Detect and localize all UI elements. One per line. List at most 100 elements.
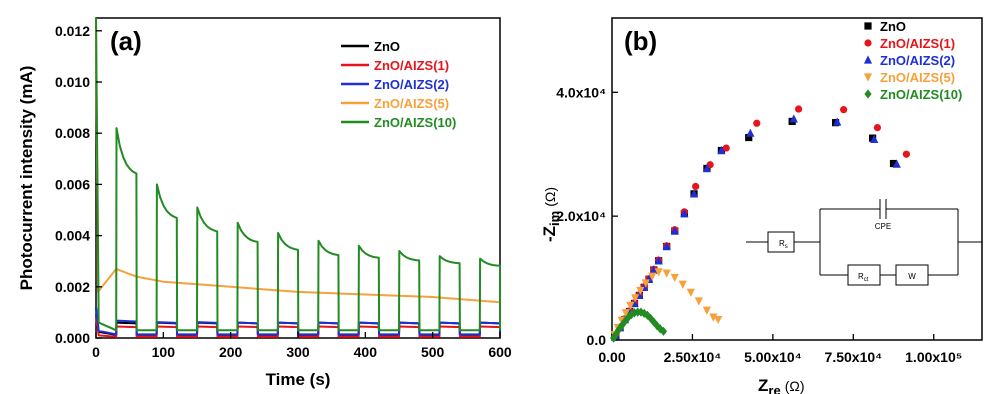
panel-b-data-point [840,106,848,114]
panel-b-x-tick-label: 2.50x10⁴ [664,349,722,365]
panel-a-legend-label: ZnO/AIZS(10) [374,115,456,130]
panel-a-label: (a) [110,26,142,56]
panel-b-x-tick-label: 5.00x10⁴ [744,349,802,365]
panel-b-data-point [659,326,668,336]
circuit-rs-label: Rs [779,239,788,250]
panel-b-data-point [626,301,635,310]
panel-b-legend-marker [864,89,872,99]
panel-b-legend-label: ZnO/AIZS(10) [880,87,962,102]
panel-a-y-tick-label: 0.012 [55,23,90,39]
panel-b-legend-marker [864,22,872,30]
panel-a-y-tick-label: 0.002 [55,279,90,295]
panel-a-legend-label: ZnO/AIZS(5) [374,96,449,111]
panel-a-ticks: 0 100 200 300 400 500 600 0.000 0.002 0.004 0.006 0… [55,23,512,360]
panel-b-data-point [745,133,753,142]
panel-a-x-tick-label: 300 [286,344,310,360]
panel-a-x-tick-label: 0 [92,344,100,360]
panel-b-data-point [612,329,620,340]
panel-b-data-point [892,159,901,168]
panel-a-y-tick-label: 0.004 [55,228,90,244]
panel-b-data-point [654,268,663,277]
panel-b-data-point [873,124,882,132]
panel-b-data-point [641,279,650,288]
panel-a-x-tick-label: 600 [488,344,512,360]
panel-a-legend-label: ZnO/AIZS(1) [374,58,449,73]
panel-b-legend-label: ZnO [880,19,906,34]
panel-b-y-tick-label: 0.0 [587,332,607,348]
panel-a-x-axis-label: Time (s) [266,370,331,389]
circuit-cpe-label: CPE [875,222,891,231]
panel-b-legend-marker [863,73,873,82]
panel-b-data-point [662,269,671,278]
panel-b-series-group [610,105,910,343]
panel-b-data-point [637,307,645,317]
panel-b-data-point [649,265,658,274]
panel-b-data-point [624,313,632,323]
panel-a-legend-label: ZnO [374,39,400,54]
panel-a-legend-label: ZnO/AIZS(2) [374,77,449,92]
panel-b-data-point [692,182,700,191]
panel-b-x-tick-label: 0.00 [598,349,625,365]
panel-b-data-point [902,150,910,158]
panel-b-data-point [714,315,723,325]
panel-b-data-point [648,272,657,281]
panel-b-data-point [630,308,639,318]
panel-b-nyquist: 0.00 2.50x10⁴ 5.00x10⁴ 7.50x10⁴ 1.00x10⁵ 0.0 2… [540,17,983,394]
panel-b-data-point [678,280,687,289]
panel-b-data-point [670,273,679,283]
panel-a-series-line [95,17,501,332]
panel-b-data-point [746,128,755,137]
panel-b-data-point [833,117,842,126]
panel-b-data-point [870,134,879,143]
panel-b-data-point [621,309,630,318]
panel-b-legend-marker [864,39,872,47]
panel-b-data-point [753,119,761,127]
panel-b-data-point [689,189,699,198]
panel-b-series [610,268,723,340]
panel-b-data-point [618,321,626,331]
panel-b-data-point [643,310,651,320]
panel-b-series [612,117,898,340]
panel-b-data-point [795,105,803,113]
panel-b-data-point [680,209,689,218]
panel-b-legend-label: ZnO/AIZS(2) [880,53,955,68]
panel-b-data-point [789,114,798,123]
panel-b-data-point [640,308,648,318]
panel-a-y-tick-label: 0.006 [55,176,90,192]
panel-a-series-group [95,17,501,338]
panel-b-legend-marker [863,55,873,64]
panel-b-data-point [694,297,703,306]
panel-a-x-tick-label: 200 [219,344,243,360]
panel-b-y-axis-label: -Zim(Ω) [540,187,562,242]
panel-b-data-point [654,256,663,265]
panel-b-data-point [627,310,635,320]
panel-b-data-point [656,324,664,334]
panel-b-series [610,307,668,343]
panel-b-data-point [670,226,679,235]
panel-a-x-tick-label: 500 [421,344,445,360]
panel-b-legend-label: ZnO/AIZS(5) [880,70,955,85]
panel-b-data-point [706,161,714,169]
circuit-rct-label: Rct [858,272,869,283]
panel-a-photocurrent: 0 100 200 300 400 500 600 0.000 0.002 0.004 0.006 0… [17,17,512,389]
panel-b-data-point [631,294,640,303]
panel-a-y-tick-label: 0.000 [55,330,90,346]
panel-b-data-point [702,163,712,173]
panel-b-data-point [702,306,712,315]
panel-b-data-point [650,317,658,327]
panel-b-x-axis-label: Zre (Ω) [758,376,804,394]
panel-b-legend: ZnO ZnO/AIZS(1) ZnO/AIZS(2) ZnO/AIZS(5) ZnO/… [863,19,962,102]
panel-a-y-tick-label: 0.010 [55,74,90,90]
panel-b-series [612,105,910,339]
panel-a-y-tick-label: 0.008 [55,125,90,141]
panel-a-legend: ZnO ZnO/AIZS(1) ZnO/AIZS(2) ZnO/AIZS(5) ZnO/… [341,39,456,130]
panel-b-y-tick-label: 2.0x10⁴ [556,208,606,224]
panel-b-data-point [717,145,726,155]
panel-b-data-point [709,313,718,322]
panel-b-x-tick-label: 7.50x10⁴ [825,349,883,365]
panel-b-data-point [610,333,618,343]
panel-b-series [611,114,901,340]
panel-b-y-tick-label: 4.0x10⁴ [556,84,606,100]
equivalent-circuit-inset [746,199,982,286]
